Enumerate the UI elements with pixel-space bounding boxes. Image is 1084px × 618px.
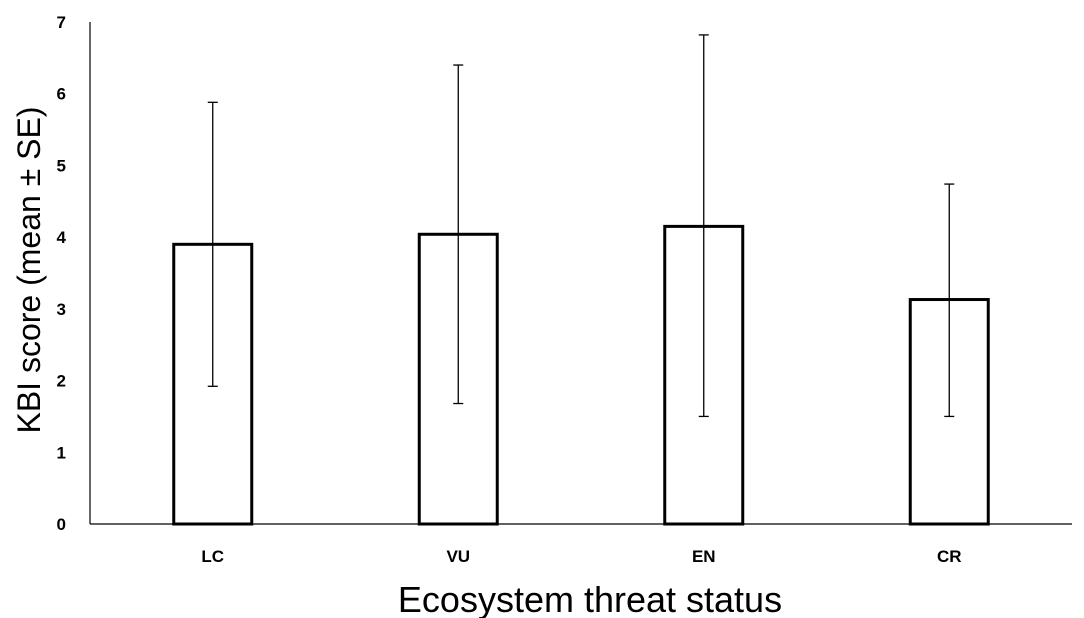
error-bar-en — [698, 34, 709, 418]
error-bar-vu — [453, 64, 464, 405]
x-tick-label-cr: CR — [937, 547, 962, 566]
y-tick-label: 6 — [57, 85, 66, 104]
x-tick-label-vu: VU — [446, 547, 470, 566]
bars-layer — [172, 224, 990, 526]
error-bar-lc — [207, 101, 218, 387]
y-tick-labels: 0 1 2 3 4 5 6 7 — [57, 13, 67, 534]
y-tick-label: 4 — [57, 228, 67, 247]
y-tick-label: 2 — [57, 372, 66, 391]
x-tick-label-lc: LC — [201, 547, 224, 566]
y-tick-label: 3 — [57, 300, 66, 319]
y-tick-label: 5 — [57, 156, 66, 175]
y-tick-label: 0 — [57, 515, 66, 534]
x-tick-label-en: EN — [692, 547, 716, 566]
y-tick-label: 7 — [57, 13, 66, 32]
y-axis-title: KBI score (mean ± SE) — [11, 107, 47, 434]
x-axis-title: Ecosystem threat status — [398, 579, 782, 618]
x-tick-labels: LC VU EN CR — [201, 547, 961, 566]
error-bar-cr — [944, 183, 955, 418]
y-tick-label: 1 — [57, 443, 66, 462]
error-bars-layer — [207, 34, 955, 418]
